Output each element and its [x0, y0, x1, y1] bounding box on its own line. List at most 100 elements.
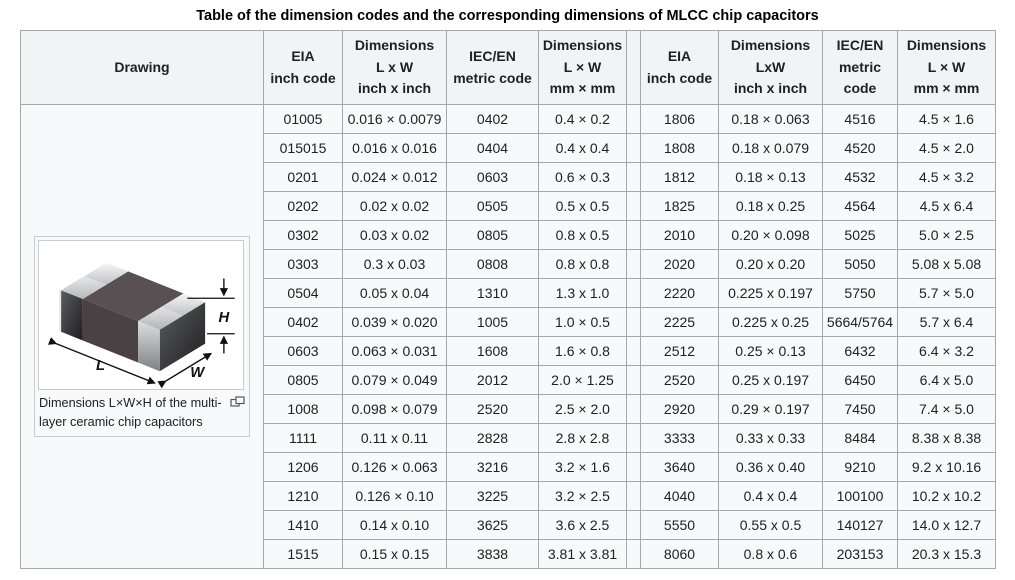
table-row: 1410 0.14 x 0.10 3625 3.6 x 2.5 5550 0.55 x 0…: [21, 510, 996, 540]
dimensions-inch: 0.15 x 0.15: [342, 539, 447, 569]
table-row: 0805 0.079 × 0.049 2012 2.0 × 1.25 2520 0.25 …: [21, 365, 996, 395]
dimensions-mm: 5.0 × 2.5: [897, 220, 996, 250]
spacer-cell: [626, 220, 641, 250]
table-row: 1210 0.126 × 0.10 3225 3.2 × 2.5 4040 0.4 x 0…: [21, 481, 996, 511]
magnify-icon[interactable]: [230, 396, 245, 407]
iec-metric-code: 1310: [446, 278, 539, 308]
header-line: metric code: [453, 69, 532, 86]
column-header-spacer: [626, 30, 641, 105]
header-line: mm × mm: [913, 80, 980, 97]
eia-inch-code: 1812: [640, 162, 719, 192]
dimensions-inch: 0.33 x 0.33: [718, 423, 823, 453]
eia-inch-code: 1111: [263, 423, 343, 453]
column-header-iec-right: IEC/EN metric code: [822, 30, 898, 105]
dimensions-mm: 2.0 × 1.25: [538, 365, 627, 395]
dimensions-mm: 6.4 x 5.0: [897, 365, 996, 395]
iec-metric-code: 7450: [822, 394, 898, 424]
dimensions-mm: 5.08 x 5.08: [897, 249, 996, 279]
dimensions-mm: 4.5 × 1.6: [897, 104, 996, 134]
iec-metric-code: 203153: [822, 539, 898, 569]
header-line: L × W: [927, 58, 966, 75]
iec-metric-code: 4520: [822, 133, 898, 163]
table-row: L W H Dimensions L×W×H of the multi-laye…: [20, 104, 996, 569]
capacitor-thumbnail: L W H Dimensions L×W×H of the multi-laye…: [34, 236, 250, 437]
header-line: inch x inch: [733, 80, 808, 97]
iec-metric-code: 4564: [822, 191, 898, 221]
spacer-cell: [626, 394, 641, 424]
header-line: L x W: [375, 58, 414, 75]
spacer-cell: [626, 307, 641, 337]
dimensions-inch: 0.20 × 0.098: [718, 220, 823, 250]
iec-metric-code: 1608: [446, 336, 539, 366]
header-line: EIA: [291, 47, 315, 64]
dimensions-mm: 8.38 x 8.38: [897, 423, 996, 453]
eia-inch-code: 3333: [640, 423, 719, 453]
dimensions-mm: 0.8 x 0.5: [538, 220, 627, 250]
iec-metric-code: 2828: [446, 423, 539, 453]
dimensions-inch: 0.55 x 0.5: [718, 510, 823, 540]
header-line: IEC/EN: [469, 47, 516, 64]
header-line: Dimensions: [730, 36, 811, 53]
column-header-iec-left: IEC/EN metric code: [446, 30, 539, 105]
eia-inch-code: 1825: [640, 191, 719, 221]
eia-inch-code: 0201: [263, 162, 343, 192]
iec-metric-code: 2520: [446, 394, 539, 424]
dimensions-inch: 0.8 x 0.6: [718, 539, 823, 569]
eia-inch-code: 2520: [640, 365, 719, 395]
table-row: 0504 0.05 x 0.04 1310 1.3 x 1.0 2220 0.225 x …: [21, 278, 996, 308]
iec-metric-code: 5750: [822, 278, 898, 308]
dimensions-inch: 0.02 x 0.02: [342, 191, 447, 221]
dimensions-inch: 0.05 x 0.04: [342, 278, 447, 308]
eia-inch-code: 1206: [263, 452, 343, 482]
dimensions-mm: 0.5 x 0.5: [538, 191, 627, 221]
iec-metric-code: 3216: [446, 452, 539, 482]
dim-label-l: L: [96, 358, 105, 374]
table-row: 1008 0.098 × 0.079 2520 2.5 × 2.0 2920 0.29 ×…: [21, 394, 996, 424]
eia-inch-code: 0402: [263, 307, 343, 337]
eia-inch-code: 0504: [263, 278, 343, 308]
page-container: Table of the dimension codes and the cor…: [20, 0, 996, 569]
dimensions-inch: 0.29 × 0.197: [718, 394, 823, 424]
dimensions-mm: 4.5 x 6.4: [897, 191, 996, 221]
eia-inch-code: 1808: [640, 133, 719, 163]
eia-inch-code: 2512: [640, 336, 719, 366]
dimensions-mm: 5.7 × 5.0: [897, 278, 996, 308]
dimensions-mm: 14.0 x 12.7: [897, 510, 996, 540]
page-title: Table of the dimension codes and the cor…: [196, 8, 819, 24]
dimensions-inch: 0.079 × 0.049: [342, 365, 447, 395]
eia-inch-code: 1008: [263, 394, 343, 424]
spacer-cell: [626, 162, 641, 192]
table-row: 0303 0.3 x 0.03 0808 0.8 x 0.8 2020 0.20 x 0.…: [21, 249, 996, 279]
header-line: LxW: [755, 58, 786, 75]
dimensions-mm: 4.5 × 3.2: [897, 162, 996, 192]
spacer-cell: [626, 481, 641, 511]
header-line: EIA: [667, 47, 692, 64]
dimensions-mm: 1.6 × 0.8: [538, 336, 627, 366]
drawing-cell: L W H Dimensions L×W×H of the multi-laye…: [20, 104, 264, 569]
dimensions-mm: 3.2 × 2.5: [538, 481, 627, 511]
dimensions-inch: 0.063 × 0.031: [342, 336, 447, 366]
iec-metric-code: 0603: [446, 162, 539, 192]
dimension-codes-table: Drawing EIA inch code Dimensions L x W inch x…: [20, 30, 996, 569]
table-row: 0202 0.02 x 0.02 0505 0.5 x 0.5 1825 0.18 x 0…: [21, 191, 996, 221]
dimensions-inch: 0.3 x 0.03: [342, 249, 447, 279]
dimensions-mm: 3.81 x 3.81: [538, 539, 627, 569]
iec-metric-code: 3838: [446, 539, 539, 569]
dimensions-inch: 0.25 x 0.197: [718, 365, 823, 395]
table-header-row: Drawing EIA inch code Dimensions L x W inch x…: [20, 30, 996, 105]
dimensions-inch: 0.14 x 0.10: [342, 510, 447, 540]
caption-text: Dimensions L×W×H of the multi-layer cera…: [39, 396, 222, 429]
capacitor-image[interactable]: L W H: [38, 240, 244, 391]
eia-inch-code: 2220: [640, 278, 719, 308]
iec-metric-code: 4532: [822, 162, 898, 192]
dimensions-mm: 3.2 × 1.6: [538, 452, 627, 482]
eia-inch-code: 3640: [640, 452, 719, 482]
header-line: Dimensions: [906, 36, 987, 53]
dimensions-inch: 0.126 × 0.063: [342, 452, 447, 482]
dimensions-mm: 2.8 x 2.8: [538, 423, 627, 453]
table-row: 0402 0.039 × 0.020 1005 1.0 × 0.5 2225 0.225 …: [21, 307, 996, 337]
eia-inch-code: 2020: [640, 249, 719, 279]
eia-inch-code: 1515: [263, 539, 343, 569]
header-line: inch x inch: [357, 80, 432, 97]
dimensions-mm: 4.5 × 2.0: [897, 133, 996, 163]
